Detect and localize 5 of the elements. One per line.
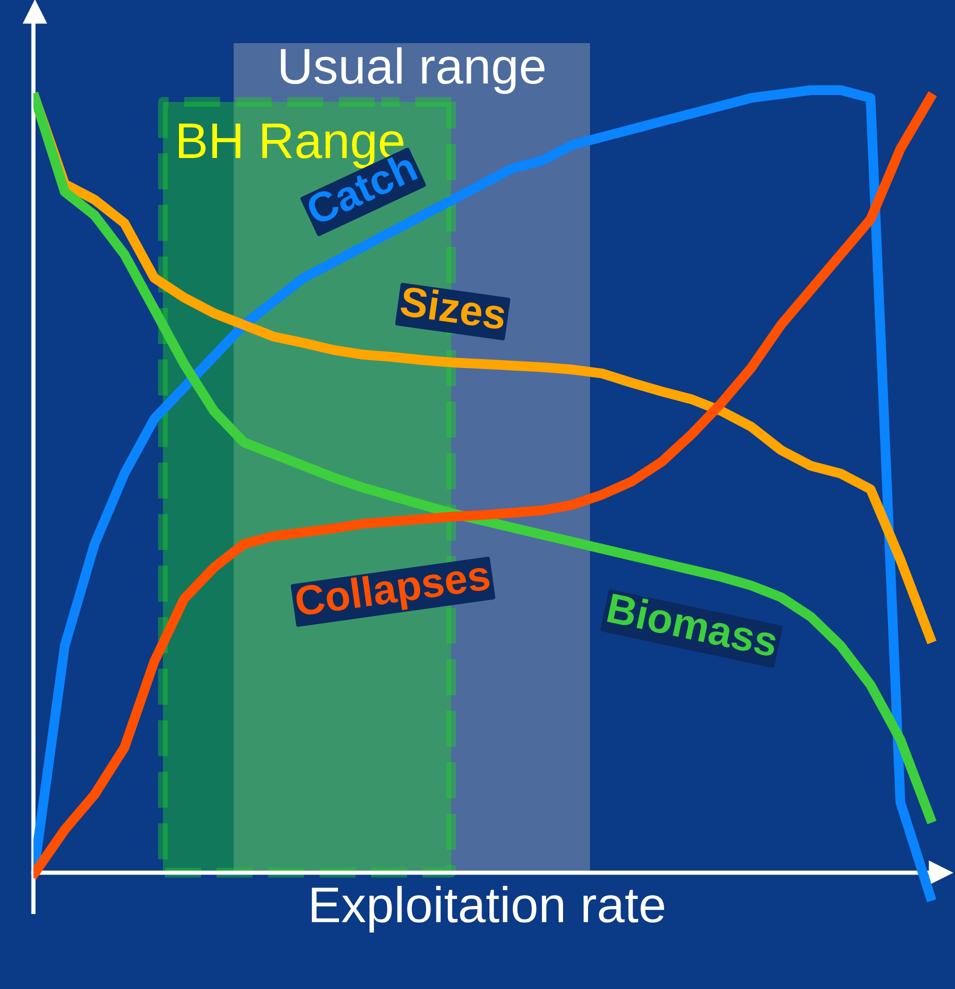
- annotation: Usual range: [280, 47, 544, 94]
- text: Biomass: [606, 592, 779, 658]
- x-axis-title: Exploitation rate: [312, 886, 664, 933]
- text: Sizes: [400, 285, 506, 330]
- text: Collapses: [294, 559, 492, 624]
